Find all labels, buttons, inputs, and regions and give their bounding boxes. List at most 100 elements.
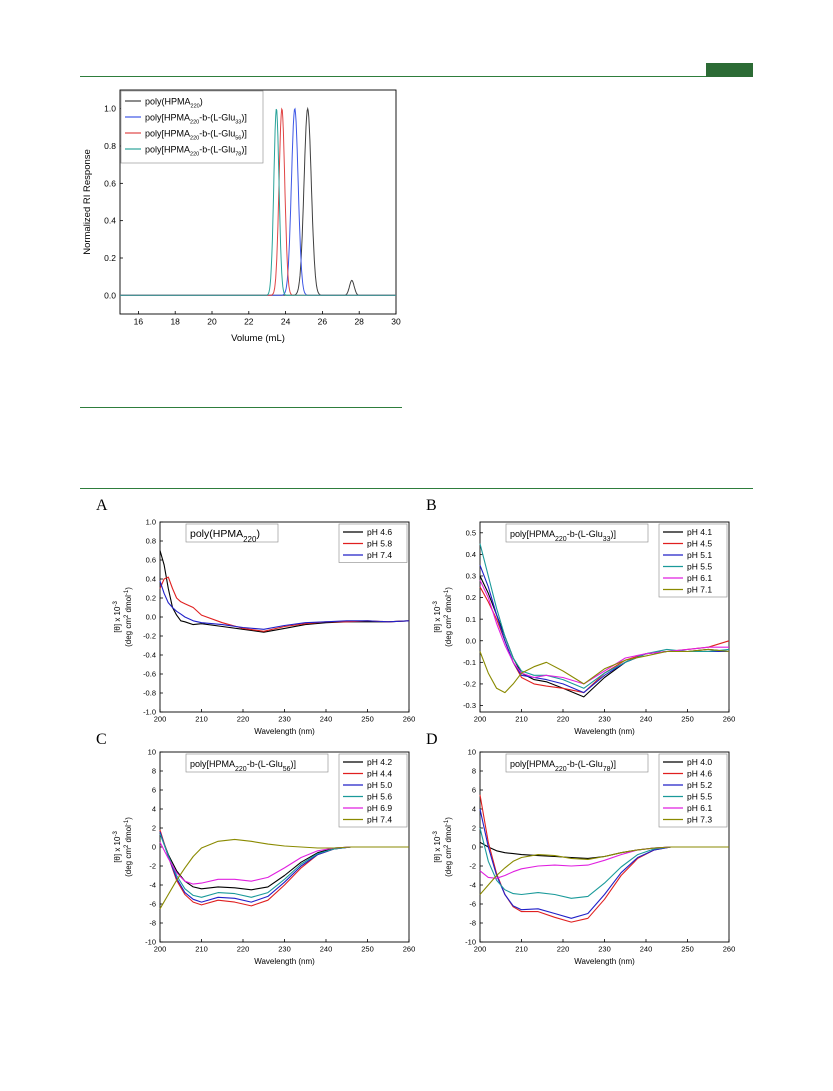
x-tick-label: 200 (474, 715, 487, 724)
y-tick-label: -10 (145, 938, 156, 947)
y-tick-label: 8 (472, 767, 476, 776)
x-tick-label: 220 (237, 945, 250, 954)
legend-entry: pH 4.1 (687, 527, 712, 537)
y-tick-label: 0.8 (146, 537, 156, 546)
y-tick-label: -0.8 (143, 689, 156, 698)
x-tick-label: 200 (474, 945, 487, 954)
panel-letter-a: A (96, 497, 108, 514)
x-tick-label: 210 (515, 945, 528, 954)
x-tick-label: 260 (723, 715, 735, 724)
legend-entry: poly[HPMA220-b-(L-Glu33)] (145, 113, 247, 126)
plot-frame (119, 89, 397, 315)
y-tick-label: 0.0 (146, 613, 156, 622)
x-tick-label: 220 (557, 945, 570, 954)
cd-chart-b: 200 210 220 230 240 250 260 -0.3 -0.2 -0.1 0.0 0.1 0… (433, 521, 735, 736)
legend-entry: pH 4.0 (687, 757, 712, 767)
y-axis-label-line1: [θ] x 10-3 (433, 831, 442, 863)
x-tick-label: 20 (207, 317, 217, 327)
legend-entry: pH 4.6 (367, 527, 392, 537)
legend-entry: pH 5.5 (687, 792, 712, 802)
chart-title: poly[HPMA220-b-(L-Glu56)] (190, 759, 296, 773)
series-line-4 (479, 543, 730, 689)
legend-entry: pH 6.1 (687, 573, 712, 583)
y-axis-label-line1: [θ] x 10-3 (113, 601, 122, 633)
legend-entry: pH 4.6 (687, 769, 712, 779)
y-tick-label: 0.0 (466, 636, 476, 645)
y-tick-label: 0.1 (466, 615, 476, 624)
x-tick-label: 260 (403, 945, 415, 954)
y-tick-label: 0.3 (466, 572, 476, 581)
series-line-3 (159, 831, 409, 903)
y-tick-label: -8 (469, 919, 476, 928)
x-axis-label: Wavelength (nm) (254, 957, 315, 966)
y-tick-label: 4 (472, 805, 476, 814)
x-tick-label: 220 (557, 715, 570, 724)
x-tick-label: 230 (278, 715, 291, 724)
mid-short-rule (80, 407, 402, 408)
y-tick-label: 0.2 (104, 253, 116, 263)
legend-entry: pH 5.1 (687, 550, 712, 560)
y-tick-label: 2 (152, 824, 156, 833)
chart-title-box (505, 753, 649, 773)
legend-box (120, 90, 264, 164)
cd-chart-d: 200 210 220 230 240 250 260 -10 -8 -6 -4 -2 0 2 4 6 8 10 W… (433, 748, 735, 966)
legend-box (658, 753, 728, 828)
y-tick-label: -6 (469, 900, 476, 909)
series-line-5 (159, 842, 409, 885)
legend-entry: pH 6.1 (687, 803, 712, 813)
y-tick-label: 0.0 (104, 290, 116, 300)
legend-entry: pH 5.5 (687, 562, 712, 572)
mid-rule (80, 488, 753, 489)
y-tick-label: 2 (472, 824, 476, 833)
y-tick-label: -0.6 (143, 670, 156, 679)
y-tick-label: -0.1 (463, 658, 476, 667)
legend-box (338, 753, 408, 828)
y-tick-label: 0 (472, 843, 476, 852)
x-axis-label: Volume (mL) (231, 333, 285, 344)
legend-entry: pH 4.5 (687, 539, 712, 549)
series-line-6 (479, 846, 729, 895)
legend-entry: poly[HPMA220-b-(L-Glu78)] (145, 145, 247, 158)
panel-letter-d: D (426, 731, 438, 748)
chart-title: poly[HPMA220-b-(L-Glu33)] (510, 529, 616, 543)
y-tick-label: 10 (148, 748, 156, 757)
chart-title-box (185, 753, 329, 773)
series-line-3 (159, 580, 410, 630)
y-axis-label-line2: (deg cm2 dmol-1) (124, 817, 133, 877)
x-tick-label: 210 (195, 715, 208, 724)
y-tick-label: 6 (152, 786, 156, 795)
x-tick-label: 240 (640, 715, 653, 724)
y-tick-label: -8 (149, 919, 156, 928)
x-tick-label: 240 (640, 945, 653, 954)
y-axis-label: Normalized RI Response (82, 149, 93, 255)
x-tick-label: 260 (723, 945, 735, 954)
legend-entry: poly(HPMA220) (145, 97, 203, 110)
series-line-6 (159, 838, 409, 910)
x-tick-label: 230 (278, 945, 291, 954)
y-tick-label: -2 (469, 862, 476, 871)
legend-entry: pH 5.0 (367, 780, 392, 790)
x-axis-label: Wavelength (nm) (574, 957, 635, 966)
chart-title-box (505, 523, 649, 543)
x-tick-label: 22 (244, 317, 254, 327)
y-tick-label: 0 (152, 843, 156, 852)
x-tick-label: 200 (154, 945, 167, 954)
sec-chart: 16 18 20 22 24 26 28 30 0.0 0.2 0.4 0.6 0.8 1.0 Volume… (82, 89, 401, 344)
chart-title: poly[HPMA220-b-(L-Glu78)] (510, 759, 616, 773)
x-tick-label: 250 (681, 945, 694, 954)
y-tick-label: 8 (152, 767, 156, 776)
x-tick-label: 260 (403, 715, 415, 724)
x-axis-label: Wavelength (nm) (574, 727, 635, 736)
y-tick-label: -0.2 (143, 632, 156, 641)
legend-entry: pH 5.2 (687, 780, 712, 790)
header-tab (706, 63, 753, 77)
y-tick-label: 0.5 (466, 528, 476, 537)
y-tick-label: -6 (149, 900, 156, 909)
chart-title: poly(HPMA220) (190, 528, 260, 544)
y-tick-label: 0.8 (104, 141, 116, 151)
x-tick-label: 250 (681, 715, 694, 724)
series-line-2 (479, 586, 730, 694)
cd-chart-c: 200 210 220 230 240 250 260 -10 -8 -6 -4 -2 0 2 4 6 8 10 W… (113, 748, 415, 966)
cd-chart-a: 200 210 220 230 240 250 260 -1.0 -0.8 -0.6 -0.4 -0.… (113, 518, 415, 736)
y-tick-label: 1.0 (104, 104, 116, 114)
